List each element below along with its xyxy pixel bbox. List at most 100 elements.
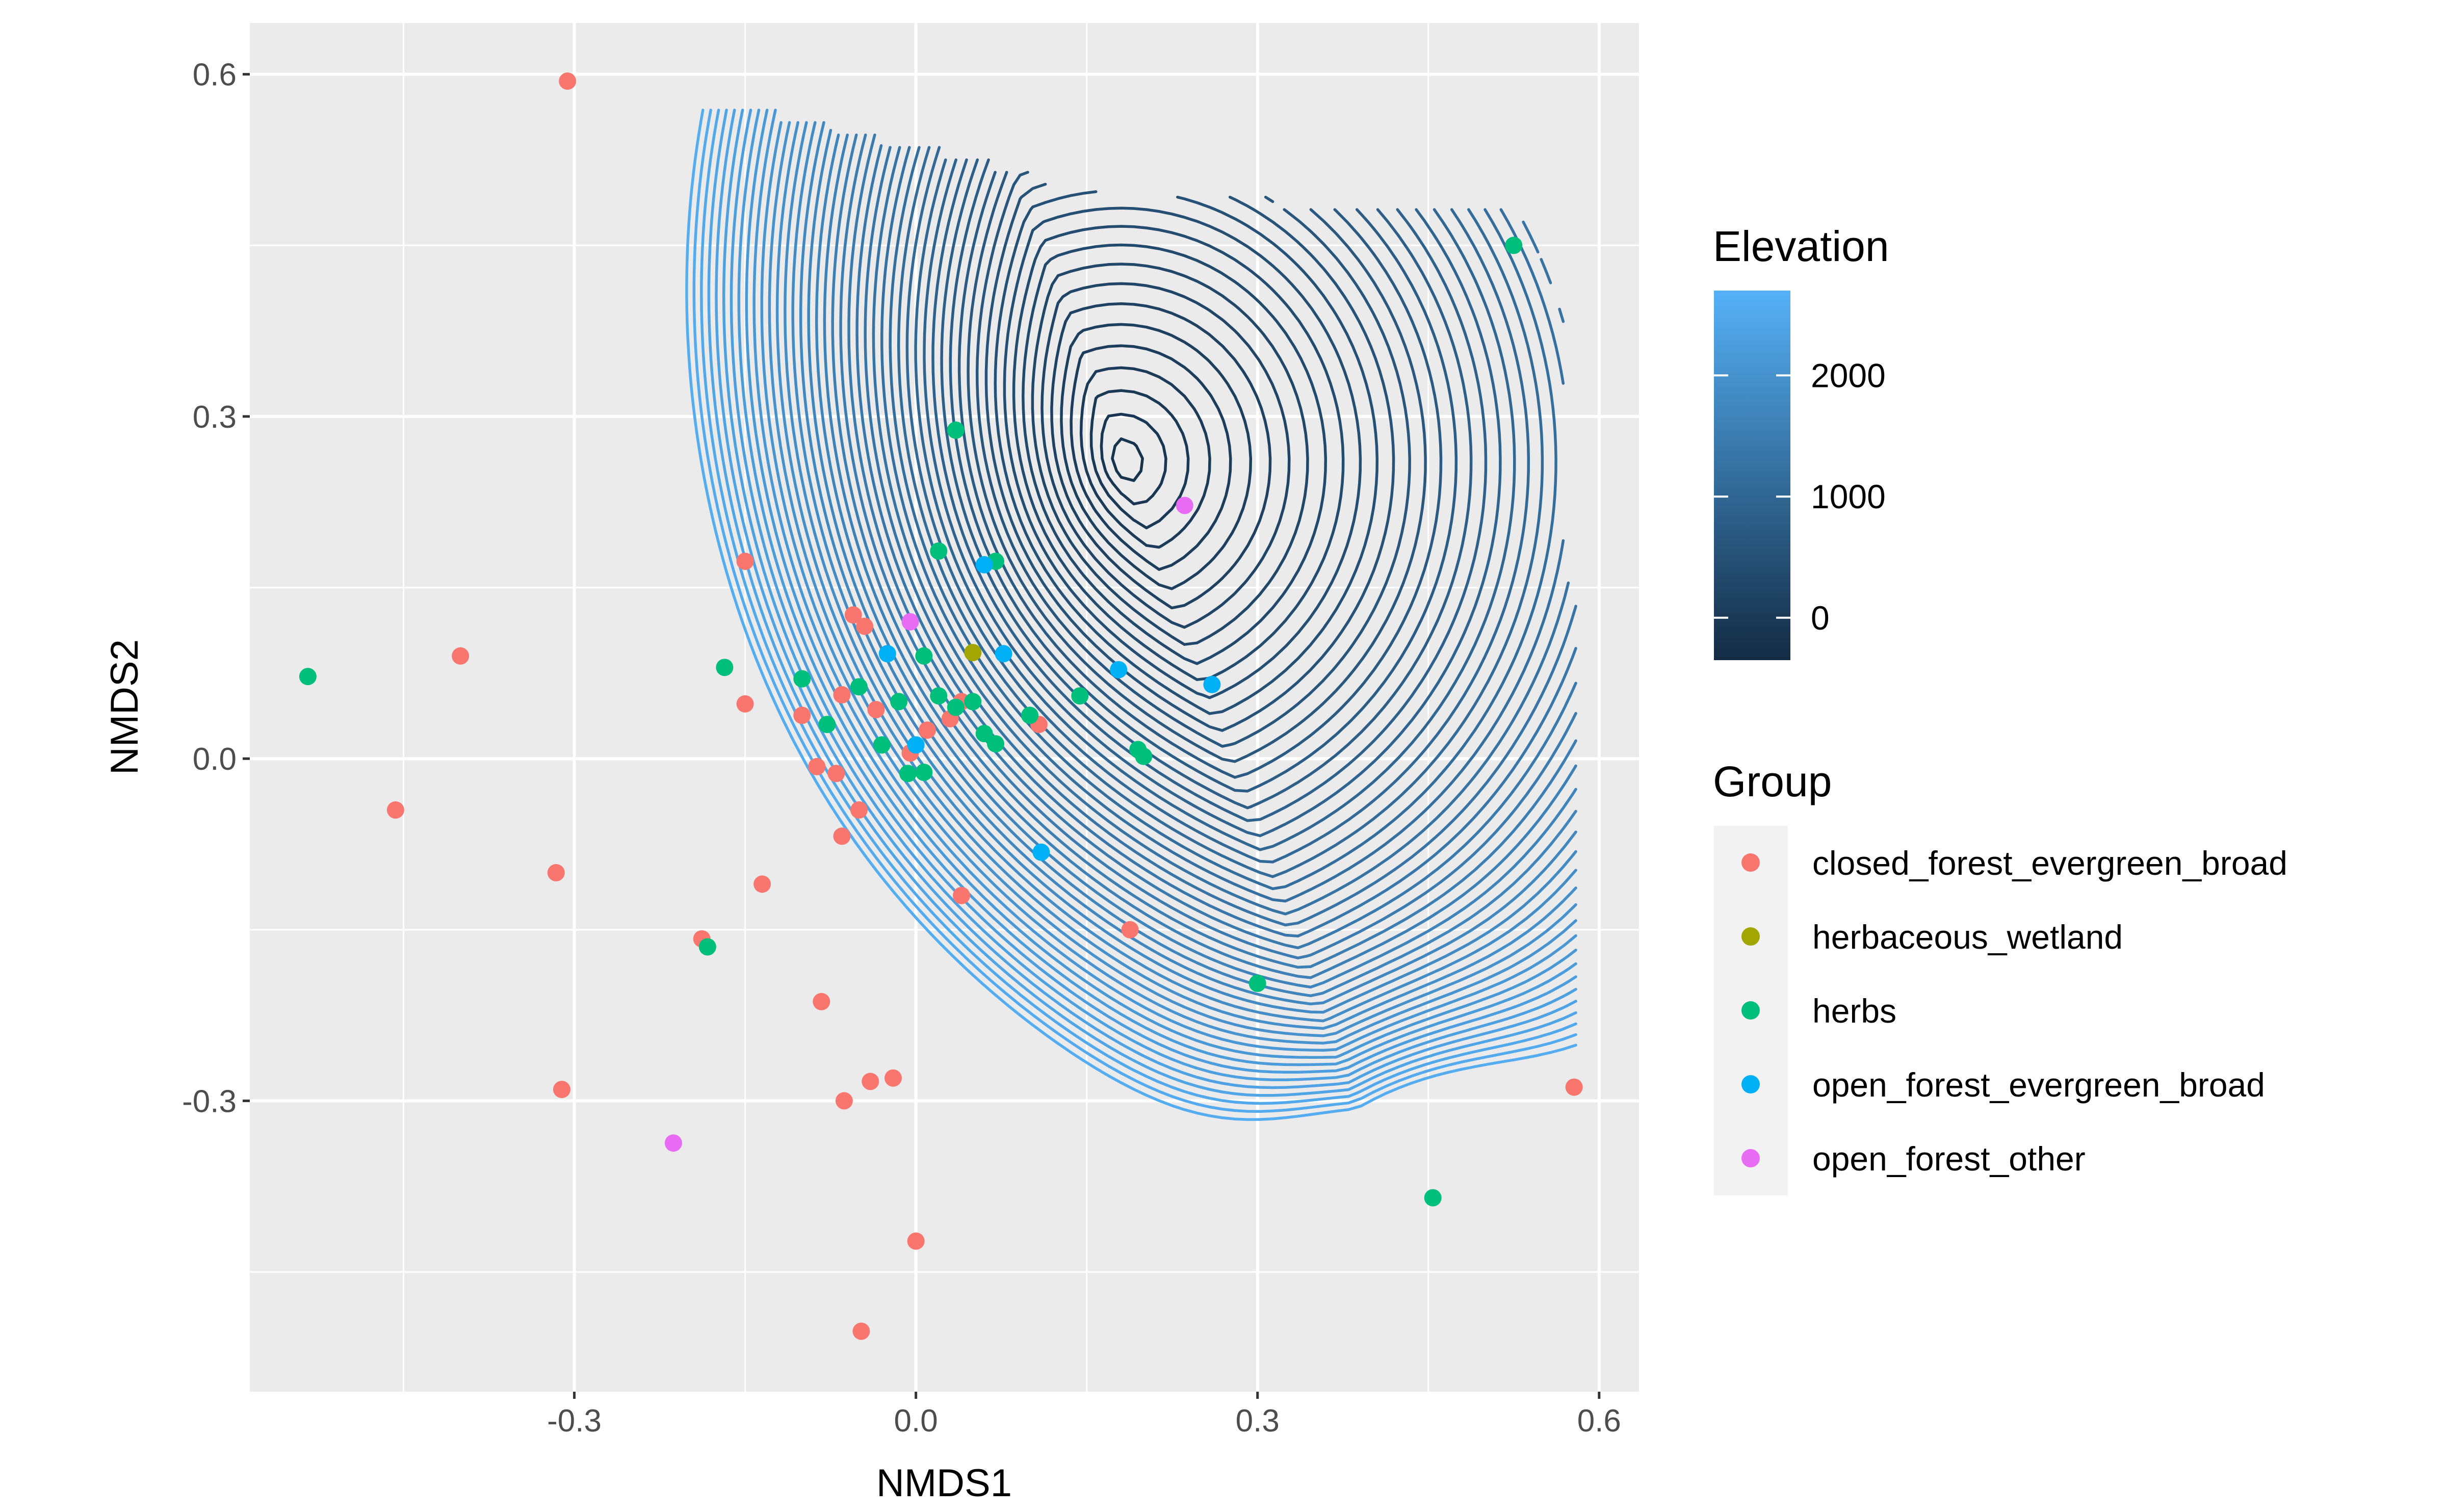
y-axis: 0.6 0.3 0.0 -0.3 (182, 58, 250, 1119)
data-point (736, 553, 754, 570)
contour-line (1079, 366, 1211, 549)
contour-line (994, 190, 1379, 715)
data-point (856, 617, 874, 635)
data-point (852, 1322, 870, 1340)
contour-line (730, 109, 1577, 1074)
x-axis: -0.3 0.0 0.3 0.6 (547, 1392, 1621, 1439)
data-point (873, 736, 891, 754)
contour-line (1089, 389, 1190, 530)
data-point (1135, 747, 1153, 765)
contour-line (791, 121, 1577, 1014)
group-legend-title: Group (1713, 758, 1832, 805)
data-point (915, 647, 933, 665)
contour-line (839, 133, 1577, 959)
data-point (1505, 237, 1523, 254)
data-point (975, 556, 993, 573)
contour-line (760, 121, 1577, 1045)
legend-label: herbaceous_wetland (1812, 918, 2123, 956)
legend-key (1741, 1075, 1760, 1093)
contour-line (864, 146, 1577, 927)
contour-line (815, 133, 1577, 989)
data-point (947, 421, 965, 439)
group-legend-items: closed_forest_evergreen_broad herbaceous_… (1741, 844, 2287, 1178)
legend-label: open_forest_other (1812, 1140, 2086, 1178)
contour-line (949, 158, 1458, 793)
series-herbs (299, 237, 1523, 1207)
x-tick-label: 0.0 (894, 1403, 938, 1439)
colorbar-tick-label: 0 (1811, 599, 1830, 637)
legend-item-closed_forest_evergreen_broad: closed_forest_evergreen_broad (1741, 844, 2287, 882)
contour-line (1100, 412, 1167, 506)
data-point (919, 721, 936, 739)
data-point (793, 707, 811, 724)
contour-line (1070, 344, 1232, 571)
series-open_forest_other (664, 497, 1193, 1152)
contour-line (1022, 243, 1327, 665)
data-point (987, 735, 1004, 753)
data-point (808, 758, 826, 775)
contour-line (967, 171, 1427, 763)
x-axis-title: NMDS1 (876, 1462, 1012, 1505)
data-point (1565, 1078, 1583, 1096)
contour-line (880, 146, 1565, 903)
contour-line (1060, 323, 1253, 590)
contour-line (855, 144, 1577, 937)
contour-line (931, 158, 1488, 822)
contour-line (975, 171, 1411, 748)
data-point (953, 887, 970, 904)
data-point (833, 686, 851, 703)
elevation-colorbar (1714, 291, 1790, 660)
data-point (547, 864, 565, 881)
data-point (793, 670, 811, 688)
legend-key (1741, 927, 1760, 946)
contour-line (1012, 225, 1345, 681)
y-tick-label: 0.3 (193, 400, 237, 435)
colorbar-tick-label: 2000 (1811, 356, 1886, 394)
legend-key (1741, 853, 1760, 872)
series-herbaceous_wetland (964, 644, 982, 662)
legend-item-herbaceous_wetland: herbaceous_wetland (1741, 918, 2123, 956)
contour-line (1003, 206, 1362, 699)
data-point (930, 687, 948, 705)
data-point (878, 645, 896, 663)
data-points (299, 72, 1583, 1340)
contour-line (784, 121, 1577, 1023)
x-tick-label: 0.3 (1236, 1403, 1280, 1439)
data-point (867, 701, 885, 718)
data-point (930, 542, 948, 560)
data-point (1424, 1189, 1442, 1207)
contour-line (831, 133, 1577, 969)
data-point (901, 613, 919, 631)
data-point (299, 668, 317, 686)
contour-line (807, 128, 1577, 998)
data-point (850, 678, 868, 696)
data-point (553, 1081, 570, 1099)
legend-key (1741, 1001, 1760, 1020)
contour-line (775, 121, 1577, 1030)
contour-line (692, 109, 1577, 1113)
data-point (664, 1134, 682, 1152)
contour-line (889, 146, 1557, 891)
contour-line (715, 109, 1577, 1089)
contour-line (752, 109, 1577, 1052)
data-point (1071, 687, 1089, 705)
contour-line (1111, 437, 1144, 482)
data-point (698, 938, 716, 956)
contour-line (905, 146, 1530, 864)
group-legend: Group closed_forest_evergreen_broadherba… (1713, 758, 2287, 1195)
data-point (827, 765, 845, 783)
contour-line (957, 171, 1443, 779)
data-point (818, 716, 836, 734)
contour-line (1050, 302, 1272, 610)
data-point (716, 659, 734, 676)
data-point (835, 1092, 853, 1110)
legend-item-open_forest_evergreen_broad: open_forest_evergreen_broad (1741, 1066, 2265, 1104)
data-point (862, 1073, 879, 1090)
contour-line (737, 109, 1577, 1066)
legend-key (1741, 1149, 1760, 1167)
data-point (1021, 707, 1038, 724)
data-point (452, 647, 470, 665)
data-point (1121, 921, 1139, 939)
series-open_forest_evergreen_broad (878, 556, 1221, 861)
contour-line (923, 158, 1502, 838)
